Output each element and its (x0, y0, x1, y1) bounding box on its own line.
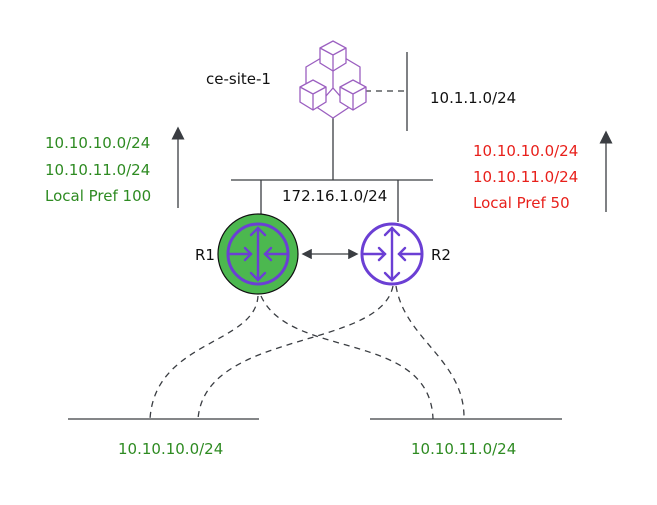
r1-local-pref: Local Pref 100 (45, 187, 152, 205)
r2-right-link (395, 285, 465, 420)
r1-advert-prefix-2: 10.10.11.0/24 (45, 161, 151, 179)
r2-label: R2 (431, 246, 451, 264)
ce-site-icon (299, 40, 367, 119)
r2-local-pref: Local Pref 50 (473, 194, 570, 212)
site-label: ce-site-1 (206, 70, 271, 88)
left-network-label: 10.10.10.0/24 (118, 440, 224, 458)
router-r1[interactable] (217, 213, 299, 295)
r1-label: R1 (195, 246, 215, 264)
transit-label: 172.16.1.0/24 (282, 187, 388, 205)
right-network-label: 10.10.11.0/24 (411, 440, 517, 458)
r2-left-link (197, 285, 394, 420)
router-arrows-icon (362, 226, 422, 282)
router-arrows-icon (228, 226, 288, 282)
r2-advert-prefix-2: 10.10.11.0/24 (473, 168, 579, 186)
r1-right-link (260, 295, 434, 420)
r1-advert-prefix-1: 10.10.10.0/24 (45, 134, 151, 152)
r2-advert-prefix-1: 10.10.10.0/24 (473, 142, 579, 160)
router-r2[interactable] (360, 222, 424, 286)
site-lan-label: 10.1.1.0/24 (430, 89, 517, 107)
r1-left-link (149, 295, 259, 420)
